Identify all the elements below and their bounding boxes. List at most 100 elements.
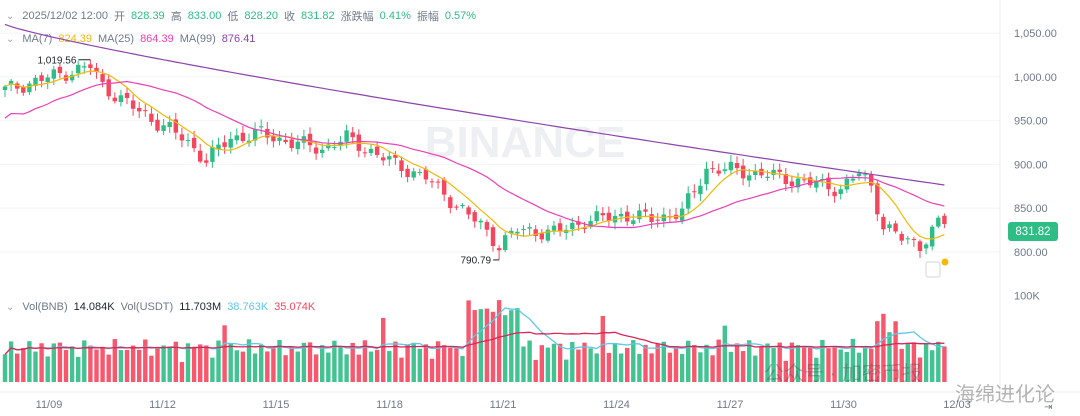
candle-body — [710, 168, 715, 170]
volume-bar — [753, 355, 758, 382]
calendar-icon[interactable] — [925, 261, 941, 278]
candle-body — [234, 135, 239, 141]
volume-bar — [496, 300, 502, 382]
volume-bar — [246, 339, 252, 382]
volume-bar — [844, 351, 849, 382]
candle-body — [747, 175, 752, 181]
volume-bar — [917, 357, 923, 382]
volume-bar — [289, 346, 294, 382]
x-tick-label: 11/18 — [376, 399, 403, 411]
change-value: 0.41% — [379, 10, 411, 22]
volume-bar — [783, 360, 788, 382]
volume-bar — [832, 346, 837, 382]
candle-body — [832, 191, 837, 197]
volume-bar — [332, 340, 337, 382]
volume-bar — [161, 345, 166, 382]
volume-bar — [204, 345, 209, 382]
volume-bar — [850, 338, 856, 382]
volume-bar — [899, 348, 904, 382]
candle-body — [106, 79, 111, 97]
candle-body — [155, 119, 160, 131]
volume-bar — [484, 308, 490, 382]
volume-bar — [198, 344, 203, 382]
volume-bar — [191, 346, 197, 382]
ma99-value: 876.41 — [221, 33, 256, 45]
candle-body — [557, 223, 563, 231]
volume-bar — [911, 342, 917, 382]
candle-body — [429, 181, 435, 183]
volume-bar — [588, 348, 593, 382]
volume-bar — [667, 352, 673, 382]
volume-bar — [448, 347, 453, 382]
candle-body — [875, 183, 880, 215]
candle-body — [240, 132, 246, 142]
volume-bar — [51, 343, 56, 382]
candle-body — [893, 223, 898, 232]
candle-body — [307, 133, 313, 146]
candle-body — [496, 248, 502, 251]
volume-bar — [27, 341, 32, 382]
y-tick-label: 950.00 — [1014, 116, 1048, 128]
volume-bar — [740, 351, 746, 382]
volume-bar — [692, 345, 697, 382]
candle-body — [399, 160, 404, 172]
volume-bar — [728, 351, 734, 382]
volume-bar — [210, 357, 215, 382]
volume-bar — [130, 345, 136, 382]
volume-bar — [283, 355, 288, 382]
chevron-down-icon[interactable]: ⌄ — [6, 33, 15, 45]
vol-usdt-value: 11.703M — [179, 301, 222, 313]
candle-body — [442, 179, 447, 195]
candle-body — [326, 144, 331, 149]
candle-body — [265, 128, 270, 138]
candle-body — [210, 147, 215, 162]
ma25-line — [4, 80, 945, 229]
volume-bar — [69, 346, 75, 382]
vol-ma-b-value: 35.074K — [274, 301, 316, 313]
candle-body — [149, 113, 154, 122]
price-annotations: 1,019.56 790.79 — [37, 55, 500, 266]
candle-body — [759, 168, 764, 176]
candle-body — [167, 122, 172, 128]
low-annotation: 790.79 — [461, 255, 492, 266]
candle-body — [551, 225, 557, 231]
volume-bar — [112, 339, 117, 382]
change-label: 涨跌幅 — [340, 11, 374, 23]
volume-bar — [442, 345, 447, 382]
candle-body — [368, 148, 374, 154]
vol-bnb-value: 14.084K — [73, 301, 115, 313]
close-value: 831.82 — [301, 10, 335, 22]
candle-body — [8, 80, 14, 85]
x-axis: 11/09 11/12 11/15 11/18 11/21 11/24 11/27 11/30… — [36, 399, 971, 411]
scroll-right-icon[interactable]: ⇥ — [1044, 402, 1052, 413]
candle-body — [728, 161, 734, 171]
candle-body — [722, 169, 727, 172]
open-label: 开 — [114, 11, 126, 23]
volume-bar — [265, 351, 270, 382]
volume-bar — [45, 356, 50, 382]
volume-bar — [643, 344, 648, 382]
candle-body — [45, 77, 50, 82]
vol-usdt-label: Vol(USDT) — [120, 301, 174, 313]
candle-body — [228, 138, 233, 148]
volume-bar — [600, 316, 605, 382]
volume-bar — [887, 332, 892, 382]
ma7-label: MA(7) — [22, 33, 53, 45]
chevron-down-icon[interactable]: ⌄ — [6, 10, 15, 22]
candle-body — [887, 224, 892, 229]
volume-bar — [271, 346, 276, 382]
chevron-down-icon[interactable]: ⌄ — [6, 301, 15, 313]
candle-body — [808, 177, 813, 186]
candle-body — [33, 77, 38, 86]
volume-bar — [795, 345, 801, 382]
volume-bar — [33, 351, 38, 382]
candle-body — [82, 66, 87, 68]
x-tick-label: 11/24 — [603, 399, 630, 411]
candle-body — [576, 221, 581, 225]
volume-bar — [63, 349, 69, 382]
volume-bar — [338, 346, 343, 382]
candle-body — [252, 129, 258, 141]
candle-body — [515, 231, 520, 234]
volume-bar — [759, 346, 764, 382]
